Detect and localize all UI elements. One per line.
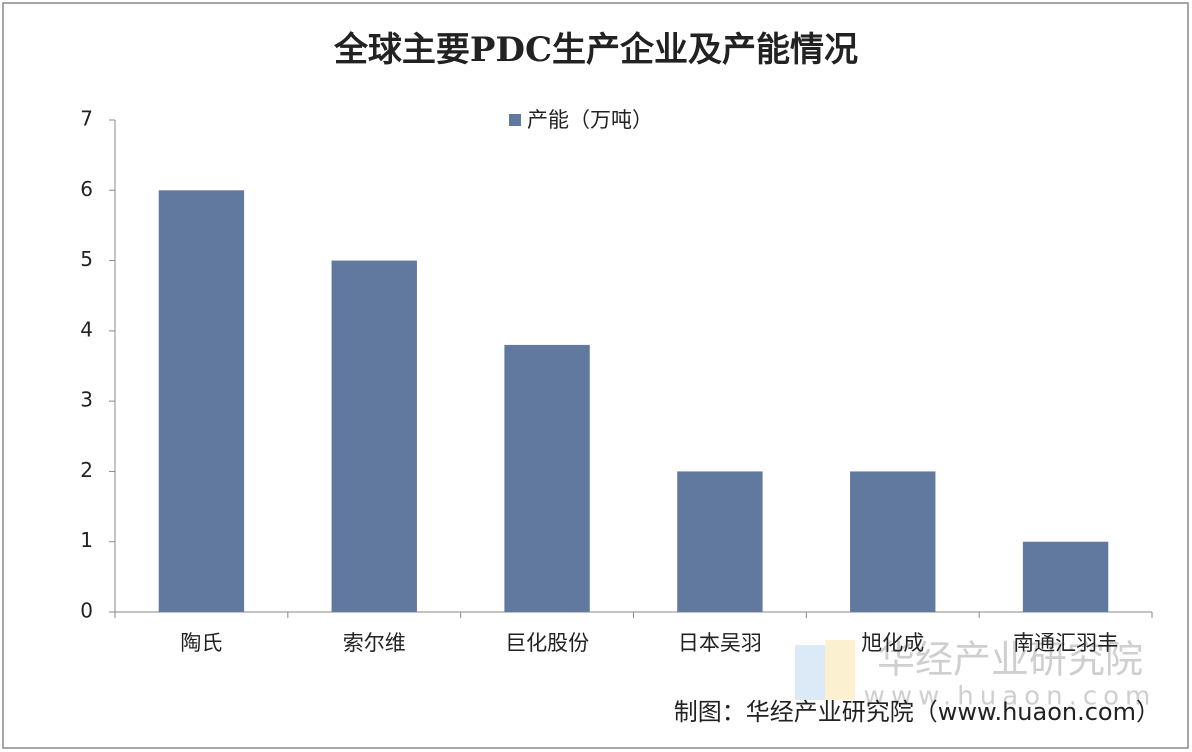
y-tick-label: 6 <box>80 177 93 201</box>
bar <box>331 260 417 612</box>
source-note: 制图：华经产业研究院（www.huaon.com） <box>674 698 1160 726</box>
x-tick-label: 索尔维 <box>343 631 406 655</box>
y-tick-label: 2 <box>80 458 93 482</box>
y-tick-label: 0 <box>80 599 93 623</box>
y-tick-label: 1 <box>80 528 93 552</box>
bar <box>677 471 763 612</box>
x-tick-label: 陶氏 <box>180 631 222 655</box>
x-tick-label: 巨化股份 <box>505 631 589 655</box>
x-tick-label: 旭化成 <box>861 631 924 655</box>
y-tick-label: 4 <box>80 317 93 341</box>
watermark-url: www.huaon.com <box>864 682 1157 712</box>
y-tick-label: 7 <box>80 107 93 131</box>
legend-label: 产能（万吨） <box>527 108 653 132</box>
watermark-name: 华经产业研究院 <box>877 638 1143 682</box>
bar <box>158 190 245 613</box>
x-tick-label: 日本吴羽 <box>678 631 762 655</box>
bar <box>504 344 590 612</box>
watermark-logo <box>795 645 825 700</box>
chart-title: 全球主要PDC生产企业及产能情况 <box>333 30 858 70</box>
watermark-logo <box>825 640 855 700</box>
y-tick-label: 5 <box>80 247 93 271</box>
watermark: 华经产业研究院 www.huaon.com <box>795 638 1157 712</box>
x-tick-label: 南通汇羽丰 <box>1013 631 1118 655</box>
bar <box>850 471 936 612</box>
bar <box>1022 541 1109 612</box>
y-tick-label: 3 <box>80 388 93 412</box>
legend-swatch <box>509 114 521 126</box>
